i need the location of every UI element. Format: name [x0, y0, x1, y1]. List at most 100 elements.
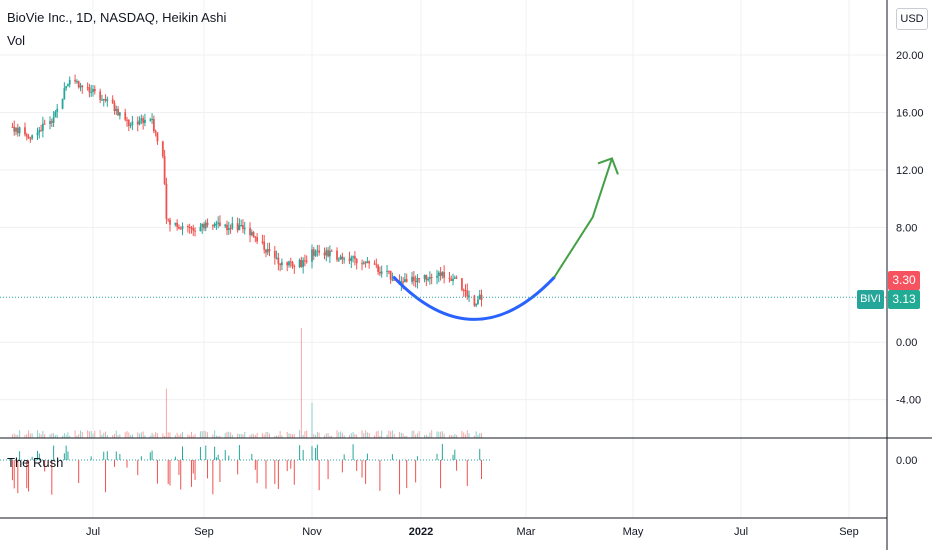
rush-bar [212, 460, 214, 495]
volume-bar [162, 433, 164, 438]
volume-bar [212, 434, 214, 438]
candle [379, 271, 381, 274]
indicator-legend[interactable]: The Rush [7, 455, 64, 470]
rush-bar [37, 450, 38, 460]
volume-bar [219, 435, 221, 438]
volume-bar [49, 434, 51, 438]
candle [142, 118, 145, 124]
rush-bar [343, 454, 345, 460]
candle [25, 134, 28, 137]
volume-bar [203, 430, 205, 438]
volume-bar [448, 435, 450, 438]
candle [38, 130, 41, 133]
volume-bar [251, 433, 253, 438]
volume-bar [78, 434, 80, 438]
volume-bar [281, 435, 283, 438]
volume-bar [139, 433, 141, 438]
rush-bar [481, 460, 483, 480]
candle [425, 274, 428, 281]
candle [373, 263, 376, 265]
candle [176, 222, 179, 227]
volume-bar [331, 435, 333, 438]
volume-bar [240, 433, 242, 438]
volume-bar [440, 431, 442, 438]
volume-bar [411, 430, 413, 438]
candle [199, 226, 202, 232]
rush-bar [277, 460, 279, 489]
candle [77, 81, 80, 88]
volume-bar [67, 432, 69, 438]
volume-bar [228, 431, 230, 438]
candle [352, 256, 354, 258]
rush-bar [53, 445, 55, 460]
candle [277, 257, 280, 264]
volume-bar [316, 431, 318, 438]
volume-bar [416, 433, 418, 438]
candle [161, 141, 164, 157]
breakout-arrow-line[interactable] [553, 158, 613, 279]
volume-bar [214, 430, 216, 438]
volume-bar [456, 435, 458, 438]
volume-bar [381, 430, 383, 438]
volume-bar [115, 430, 117, 438]
candle [402, 281, 405, 283]
volume-bar [169, 432, 171, 438]
volume-bar [207, 432, 209, 438]
candle [113, 103, 116, 111]
candle [341, 256, 344, 260]
chart-legend-title[interactable]: BioVie Inc., 1D, NASDAQ, Heikin Ashi [7, 10, 227, 25]
candle [79, 85, 82, 88]
x-tick-label: 2022 [409, 526, 433, 538]
volume-bar [44, 434, 46, 438]
candle [138, 120, 141, 125]
candle [405, 279, 408, 282]
candle [256, 237, 259, 242]
candle [181, 226, 184, 229]
candle [391, 279, 394, 281]
volume-bar [288, 433, 290, 438]
candle [50, 121, 53, 123]
candle [13, 126, 16, 132]
candle [311, 249, 313, 262]
volume-bar [391, 430, 393, 438]
candle [330, 250, 333, 252]
rush-bar [251, 453, 253, 460]
rush-bar [479, 448, 481, 460]
candle [423, 274, 426, 279]
rush-bar [140, 456, 142, 460]
volume-bar [13, 433, 15, 438]
currency-button[interactable]: USD [896, 8, 928, 30]
candle [226, 224, 228, 231]
volume-bar [341, 432, 343, 438]
volume-bar [151, 432, 153, 438]
indicator-tick-label: 0.00 [896, 455, 917, 467]
candle [439, 272, 442, 276]
volume-bar [361, 430, 363, 438]
volume-bar [306, 430, 308, 438]
volume-bar [112, 435, 114, 438]
volume-bar [131, 434, 133, 438]
volume-bar [427, 435, 429, 438]
y-tick-label: -4.00 [896, 395, 921, 407]
candle [65, 86, 68, 89]
volume-bar [164, 435, 166, 438]
candle [312, 249, 315, 256]
candle [154, 130, 157, 133]
volume-bar [429, 432, 431, 438]
candle [473, 295, 476, 306]
rush-bar [316, 444, 318, 460]
volume-bar [436, 431, 438, 438]
candle [188, 227, 191, 229]
volume-bar [265, 432, 267, 438]
candle [54, 111, 57, 118]
candle [393, 279, 396, 281]
volume-bar [274, 435, 276, 438]
cup-arc-drawing[interactable] [392, 276, 556, 321]
candle [348, 258, 351, 261]
rush-bar [454, 449, 456, 460]
candle [186, 226, 189, 228]
volume-bar [365, 430, 367, 438]
candle [88, 87, 91, 93]
volume-legend[interactable]: Vol [7, 33, 26, 48]
